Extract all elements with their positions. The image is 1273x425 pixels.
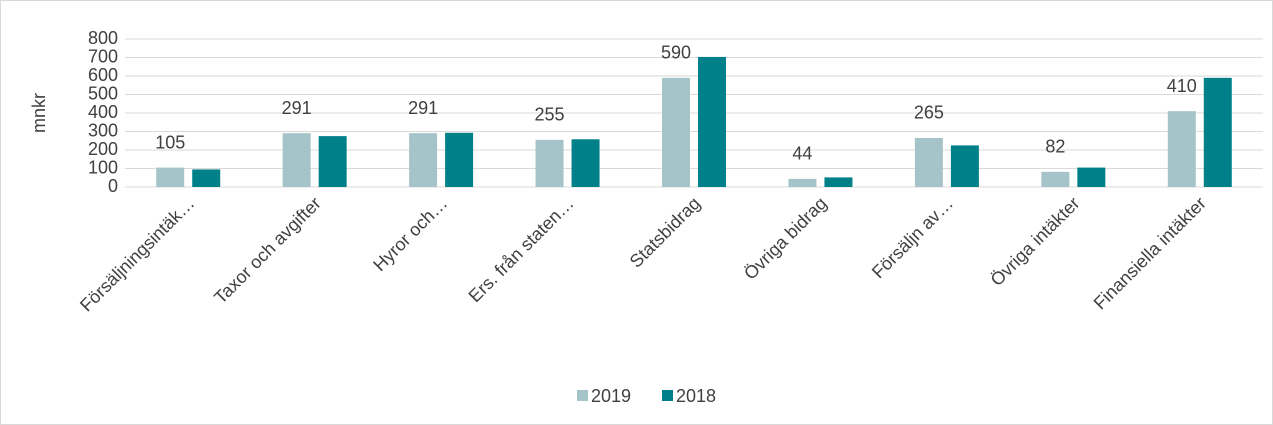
bar <box>409 133 438 187</box>
bar <box>788 178 817 187</box>
legend-swatch <box>662 390 673 401</box>
bar <box>156 167 185 187</box>
y-tick-label: 700 <box>88 46 118 66</box>
data-label: 590 <box>661 43 691 63</box>
bar <box>1167 111 1196 187</box>
data-label: 291 <box>282 98 312 118</box>
bar <box>698 56 726 187</box>
bar <box>914 137 943 187</box>
bar <box>950 145 979 187</box>
bar <box>535 139 564 187</box>
bar <box>824 177 853 187</box>
bar <box>1203 77 1232 187</box>
legend-swatch <box>577 390 588 401</box>
bar <box>192 169 221 187</box>
y-axis-label: mnkr <box>29 93 49 133</box>
bar <box>445 132 474 187</box>
bar <box>282 133 311 187</box>
y-tick-label: 400 <box>88 102 118 122</box>
bar <box>1077 167 1106 187</box>
y-tick-label: 600 <box>88 65 118 85</box>
y-tick-label: 500 <box>88 83 118 103</box>
bar <box>318 136 347 187</box>
y-tick-label: 200 <box>88 139 118 159</box>
bar <box>662 77 690 187</box>
bar <box>1041 171 1070 187</box>
legend-label: 2019 <box>591 386 631 406</box>
data-label: 291 <box>408 98 438 118</box>
data-label: 265 <box>914 103 944 123</box>
y-tick-label: 0 <box>108 176 118 196</box>
y-tick-label: 800 <box>88 28 118 48</box>
legend-label: 2018 <box>676 386 716 406</box>
data-label: 82 <box>1045 137 1065 157</box>
data-label: 105 <box>155 132 185 152</box>
data-label: 410 <box>1167 76 1197 96</box>
y-tick-label: 100 <box>88 157 118 177</box>
data-label: 44 <box>792 144 812 164</box>
bar <box>571 139 600 187</box>
y-tick-label: 300 <box>88 120 118 140</box>
data-label: 255 <box>535 105 565 125</box>
